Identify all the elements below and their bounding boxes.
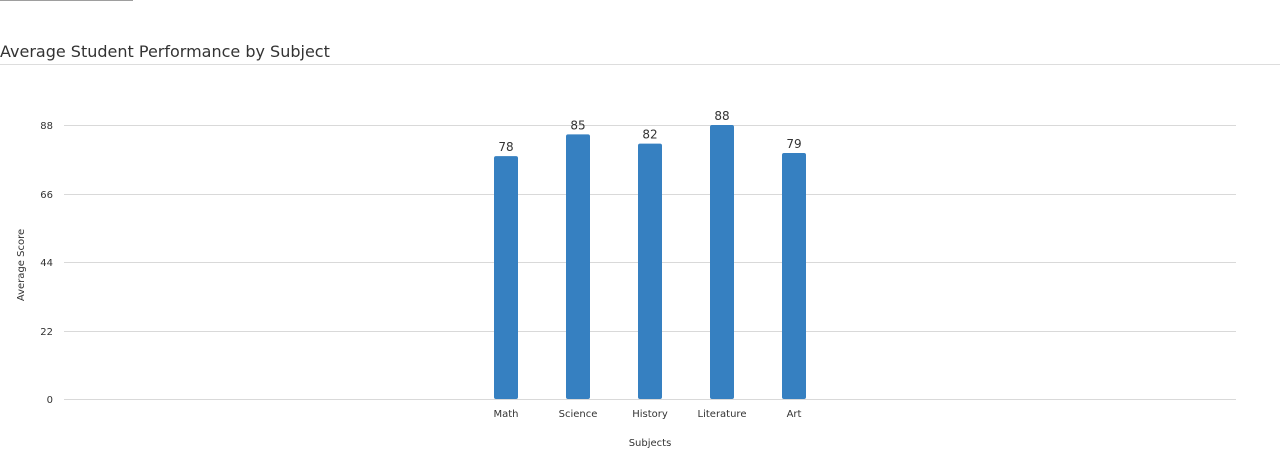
value-label: 78 xyxy=(498,140,513,154)
chart-title: Average Student Performance by Subject xyxy=(0,42,330,61)
category-labels: Math Science History Literature Art xyxy=(493,409,801,420)
y-tick-label: 22 xyxy=(40,327,53,338)
bar-literature[interactable] xyxy=(710,125,734,399)
bar-math[interactable] xyxy=(494,156,518,399)
bars xyxy=(494,125,806,399)
value-label: 82 xyxy=(642,128,657,142)
top-divider xyxy=(0,0,133,1)
value-label: 88 xyxy=(714,109,729,123)
category-label: Math xyxy=(493,409,518,420)
category-label: History xyxy=(632,409,668,420)
y-axis-title: Average Score xyxy=(16,229,27,301)
y-tick-label: 44 xyxy=(40,258,53,269)
y-tick-label: 0 xyxy=(47,395,53,406)
y-tick-label: 66 xyxy=(40,190,53,201)
category-label: Literature xyxy=(698,409,747,420)
chart-header: Average Student Performance by Subject xyxy=(0,42,1280,65)
bar-history[interactable] xyxy=(638,143,662,399)
bar-art[interactable] xyxy=(782,153,806,399)
category-label: Science xyxy=(559,409,598,420)
bar-science[interactable] xyxy=(566,134,590,399)
category-label: Art xyxy=(787,409,802,420)
x-axis-title: Subjects xyxy=(629,438,672,449)
value-labels: 78 85 82 88 79 xyxy=(498,109,801,154)
value-label: 85 xyxy=(570,118,585,132)
y-tick-labels: 0 22 44 66 88 xyxy=(40,121,53,406)
y-tick-label: 88 xyxy=(40,121,53,132)
value-label: 79 xyxy=(786,137,801,151)
